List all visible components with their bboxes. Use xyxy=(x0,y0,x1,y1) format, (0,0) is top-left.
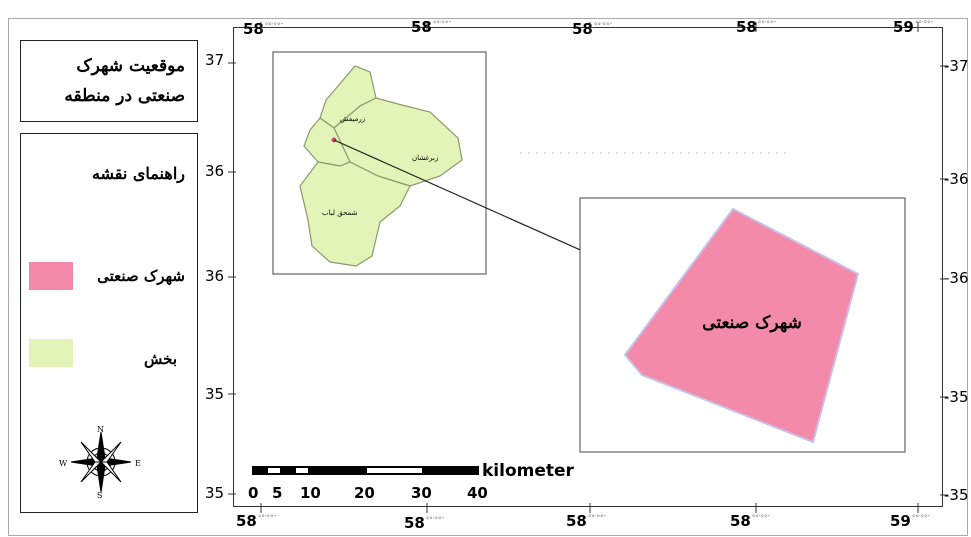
right-tick-3: -36 xyxy=(944,269,969,287)
bottom-tick-3: 58°°′°°″ xyxy=(566,512,607,530)
outer-frame xyxy=(8,18,968,536)
scale-tick-10: 10 xyxy=(300,484,321,502)
industrial-town-label: شهرک صنعتی xyxy=(702,313,802,333)
scale-tick-30: 30 xyxy=(411,484,432,502)
compass-w: W xyxy=(59,459,68,468)
legend-label-district: بخش xyxy=(144,350,177,368)
inset-label-1: زرمیفش xyxy=(340,115,365,123)
district-south xyxy=(299,161,411,267)
left-tick-3: 36 xyxy=(205,267,225,285)
bottom-tick-1: 58°°′°°″ xyxy=(236,512,277,530)
top-tick-4: 58°°′°°″ xyxy=(736,18,777,36)
top-tick-3: 58°°′°°″ xyxy=(572,20,613,38)
compass-icon: N S E W xyxy=(59,426,141,498)
left-tick-1: 37 xyxy=(205,51,225,69)
left-tick-4: 35 xyxy=(205,385,225,403)
scale-tick-5: 5 xyxy=(272,484,283,502)
legend-swatch-district xyxy=(29,339,73,367)
inset-label-2: زبرغشان xyxy=(412,154,438,162)
map-frame xyxy=(233,27,943,507)
scale-tick-0: 0 xyxy=(248,484,259,502)
scale-bar xyxy=(252,466,479,475)
map-title-box: موقعیت شهرک صنعتی در منطقه xyxy=(20,40,198,122)
legend-title: راهنمای نقشه xyxy=(91,164,185,183)
compass-n: N xyxy=(97,426,104,434)
bottom-tick-5: 59°°′°°″ xyxy=(890,512,931,530)
scale-tick-20: 20 xyxy=(354,484,375,502)
compass-s: S xyxy=(97,491,102,498)
compass-e: E xyxy=(135,459,141,468)
legend-label-industrial: شهرک صنعتی xyxy=(97,267,185,285)
axis-ticks xyxy=(228,22,948,513)
legend-swatch-industrial xyxy=(29,262,73,290)
top-tick-1: 58°°′°°″ xyxy=(243,20,284,38)
map-title: موقعیت شهرک صنعتی در منطقه xyxy=(64,56,185,106)
industrial-town-polygon xyxy=(623,207,860,444)
scale-tick-40: 40 xyxy=(467,484,488,502)
bottom-tick-4: 58°°′°°″ xyxy=(730,512,771,530)
inset-districts xyxy=(299,65,463,267)
left-tick-5: 35 xyxy=(205,484,225,502)
bottom-tick-2: 58°°′°°″ xyxy=(404,514,445,532)
top-tick-5: 59°°′°°″ xyxy=(893,18,934,36)
left-tick-2: 36 xyxy=(205,162,225,180)
inset-label-3: شمحق لباب xyxy=(322,209,358,217)
legend-box: راهنمای نقشه شهرک صنعتی بخش N S E W xyxy=(20,133,198,513)
scale-unit: kilometer xyxy=(482,461,574,481)
